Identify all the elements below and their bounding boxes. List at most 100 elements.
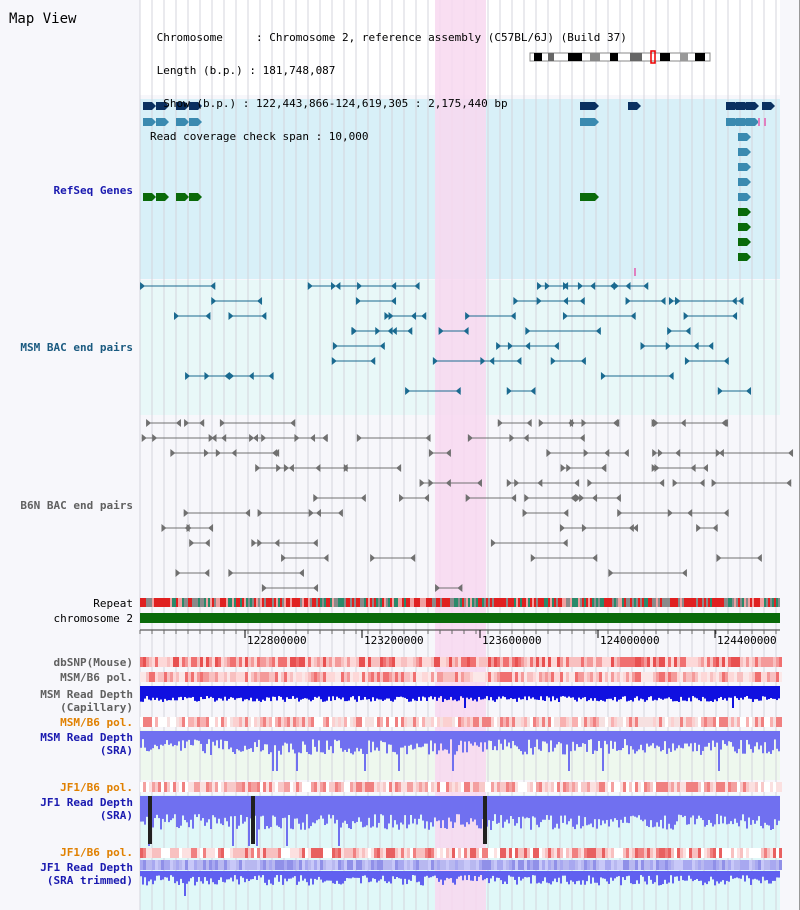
heat-cell (260, 657, 263, 667)
repeat-block (206, 598, 208, 607)
track-label-jf1-read-depth-sra[interactable]: JF1 Read Depth (SRA) (40, 796, 133, 822)
heat-cell (518, 860, 521, 870)
track-label-jf1-b6-pol-2[interactable]: JF1/B6 pol. (60, 846, 133, 859)
heat-cell (359, 860, 362, 870)
heat-cell (455, 782, 458, 792)
depth-bar (520, 871, 522, 881)
heat-cell (155, 782, 158, 792)
heat-cell (140, 717, 143, 727)
depth-bar (566, 796, 568, 825)
depth-bar (554, 796, 556, 828)
depth-bar (532, 871, 534, 876)
depth-bar (582, 731, 584, 744)
depth-bar (600, 796, 602, 826)
track-label-dbsnp[interactable]: dbSNP(Mouse) (53, 656, 133, 669)
depth-bar (314, 731, 316, 747)
heat-cell (245, 860, 248, 870)
heat-cell (776, 672, 779, 682)
heat-cell (242, 848, 245, 858)
heat-cell (626, 860, 629, 870)
heat-cell (191, 672, 194, 682)
repeat-block (348, 598, 350, 607)
depth-bar (504, 731, 506, 740)
heat-cell (167, 657, 170, 667)
depth-bar (768, 796, 770, 826)
heat-cell (326, 782, 329, 792)
track-label-jf1-read-depth-trim[interactable]: JF1 Read Depth (SRA trimmed) (40, 861, 133, 887)
heat-cell (230, 848, 233, 858)
heat-cell (371, 717, 374, 727)
refseq-gene (738, 253, 751, 261)
heat-cell (620, 782, 623, 792)
bac-end (396, 464, 402, 472)
depth-bar (202, 686, 204, 700)
depth-bar (274, 871, 276, 878)
heat-cell (467, 782, 470, 792)
heat-cell (407, 657, 410, 667)
heat-cell (740, 717, 743, 727)
depth-bar (368, 686, 370, 700)
depth-bar (576, 871, 578, 882)
track-label-msm-read-depth-sra[interactable]: MSM Read Depth (SRA) (40, 731, 133, 757)
depth-bar (562, 871, 564, 876)
heat-cell (545, 657, 548, 667)
track-label-msm-b6-pol-1[interactable]: MSM/B6 pol. (60, 671, 133, 684)
heat-cell (572, 782, 575, 792)
heat-cell (725, 848, 728, 858)
heat-cell (425, 717, 428, 727)
track-label-jf1-b6-pol-1[interactable]: JF1/B6 pol. (60, 781, 133, 794)
heat-cell (374, 782, 377, 792)
track-label-repeat[interactable]: Repeat (93, 597, 133, 610)
heat-cell (569, 860, 572, 870)
track-label-msm-read-depth-cap[interactable]: MSM Read Depth (Capillary) (40, 688, 133, 714)
heat-cell (248, 848, 251, 858)
depth-bar (448, 871, 450, 879)
heat-cell (146, 672, 149, 682)
depth-bar (438, 731, 440, 751)
heat-cell (767, 672, 770, 682)
depth-bar (426, 796, 428, 822)
track-label-msm-bac[interactable]: MSM BAC end pairs (20, 341, 133, 354)
depth-bar (534, 686, 536, 700)
heat-cell (263, 782, 266, 792)
heat-cell (686, 672, 689, 682)
repeat-block (432, 598, 434, 607)
bac-end (562, 539, 568, 547)
depth-bar (756, 686, 758, 700)
heat-cell (662, 717, 665, 727)
heat-cell (197, 860, 200, 870)
track-label-refseq[interactable]: RefSeq Genes (53, 184, 133, 197)
heat-cell (620, 848, 623, 858)
heat-cell (515, 860, 518, 870)
depth-bar (766, 796, 768, 825)
heat-cell (374, 848, 377, 858)
depth-bar (674, 731, 676, 751)
heat-cell (206, 672, 209, 682)
heat-cell (662, 782, 665, 792)
depth-bar (732, 871, 734, 879)
heat-cell (257, 848, 260, 858)
repeat-block (140, 598, 142, 607)
depth-bar (612, 796, 614, 822)
depth-bar (516, 796, 518, 824)
depth-bar (744, 686, 746, 698)
heat-cell (653, 782, 656, 792)
heat-cell (716, 717, 719, 727)
bac-end (215, 449, 221, 457)
bac-end (410, 554, 416, 562)
heat-cell (197, 782, 200, 792)
track-label-b6n-bac[interactable]: B6N BAC end pairs (20, 499, 133, 512)
bac-end (496, 342, 502, 350)
heat-cell (599, 717, 602, 727)
depth-bar (200, 871, 202, 882)
heat-cell (338, 848, 341, 858)
heat-cell (329, 657, 332, 667)
heat-cell (467, 848, 470, 858)
heat-cell (776, 657, 779, 667)
heat-cell (494, 860, 497, 870)
repeat-block (386, 598, 388, 607)
depth-bar (424, 871, 426, 877)
track-label-msm-b6-pol-2[interactable]: MSM/B6 pol. (60, 716, 133, 729)
depth-bar (428, 731, 430, 755)
